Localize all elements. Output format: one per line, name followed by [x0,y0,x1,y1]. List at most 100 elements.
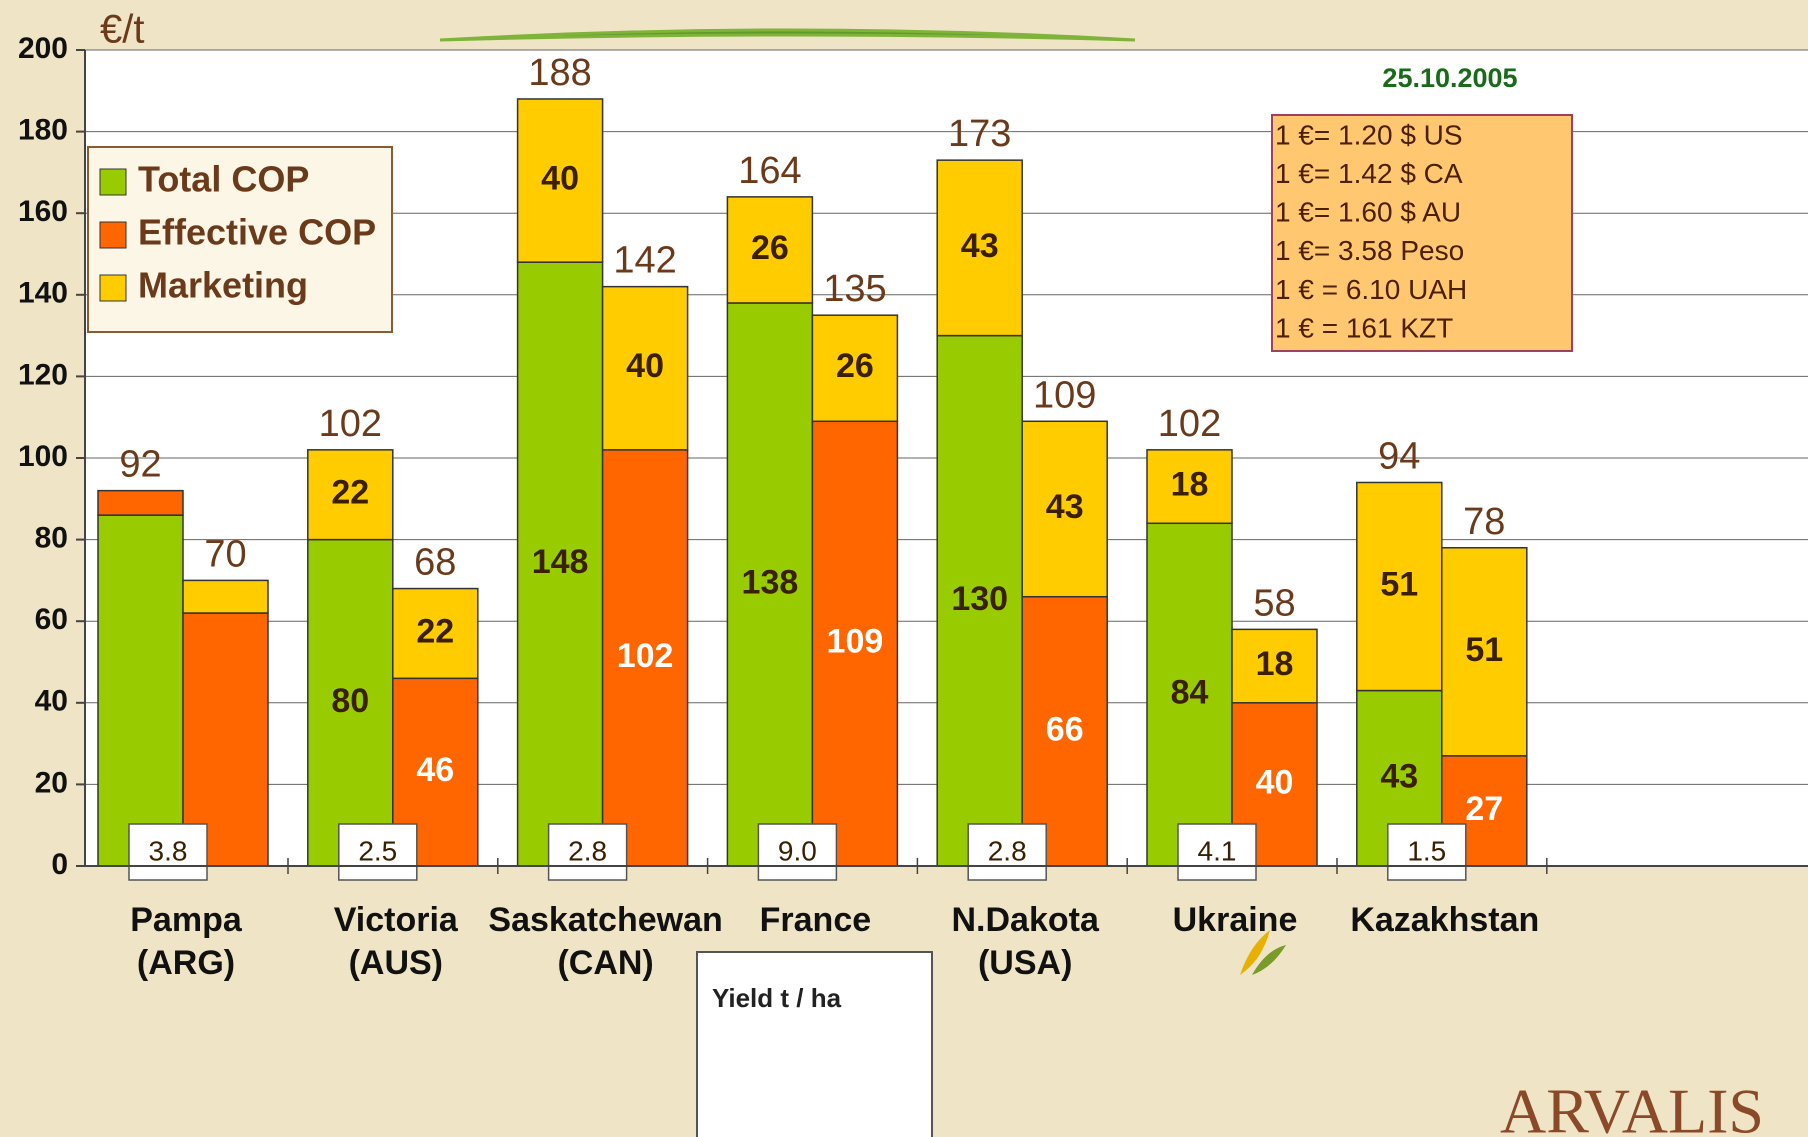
legend [87,146,393,333]
cereal-logo [1240,930,1286,975]
segment-label: 22 [331,474,369,512]
total-label: 68 [414,542,456,584]
y-tick-label: 120 [18,358,68,391]
total-label: 70 [204,533,246,575]
yield-label: 9.0 [778,835,817,866]
segment-label: 18 [1256,645,1294,683]
y-tick-label: 20 [35,766,68,799]
total-label: 142 [613,240,676,282]
yield-label: 4.1 [1198,835,1237,866]
bar-segment [601,285,689,451]
segment-label: 130 [951,580,1008,618]
yield-label: 1.5 [1407,835,1446,866]
bar-segment [1021,420,1108,598]
bar-segment [811,314,899,423]
segment-label: 84 [1171,674,1209,712]
x-tick-label: Saskatchewan [488,901,722,939]
exchange-rates: 1 €= 1.20 $ US 1 €= 1.42 $ CA 1 €= 1.60 $ … [1275,119,1467,343]
total-label: 94 [1378,436,1420,478]
y-axis-label: €/t [100,8,144,52]
legend-swatch [99,168,127,196]
total-label: 164 [738,150,801,192]
segment-label: 22 [416,612,454,650]
exchange-rate: 1 €= 1.20 $ US [1275,119,1463,150]
x-tick-label: (CAN) [557,944,653,982]
bar-segment [936,159,1023,337]
bar-segment [516,261,604,867]
total-label: 58 [1253,582,1295,624]
total-label: 92 [119,444,161,486]
segment-label: 18 [1171,466,1209,504]
bar-segment [1356,481,1443,692]
y-tick-label: 100 [18,440,68,473]
bar-segment [1146,449,1233,525]
segment-label: 109 [827,623,884,661]
segment-label: 26 [751,229,789,267]
x-tick-label: Kazakhstan [1350,901,1539,939]
legend-label: Total COP [138,159,309,200]
legend-label: Effective COP [138,212,376,253]
segment-label: 51 [1465,631,1503,669]
yield-legend: Yield t / ha [712,983,842,1013]
yield-box [1177,823,1257,881]
x-tick-label: Victoria [334,901,459,939]
segment-label: 138 [742,563,799,601]
yield-box [338,823,418,881]
bar-segment [97,489,184,516]
segment-label: 40 [541,160,579,198]
total-label: 173 [948,113,1011,155]
segment-label: 46 [416,751,454,789]
x-tick-label: N.Dakota [952,901,1100,939]
x-tick-label: Ukraine [1173,901,1298,939]
total-label: 78 [1463,501,1505,543]
segment-label: 66 [1046,710,1084,748]
logo-leaf [1252,945,1286,975]
yield-label: 3.8 [149,835,188,866]
bar-segment [1231,628,1318,704]
total-label: 102 [1158,403,1221,445]
bar-segment [307,449,394,541]
exchange-rate: 1 € = 161 KZT [1275,312,1453,343]
bar-segment [601,449,689,867]
yield-legend-box [696,951,933,1137]
segment-label: 148 [532,543,589,581]
yield-box [547,823,628,881]
exchange-rate: 1 € = 6.10 UAH [1275,274,1467,305]
yield-box [967,823,1047,881]
segment-label: 26 [836,347,874,385]
segment-label: 27 [1465,790,1503,828]
y-tick-label: 160 [18,195,68,228]
bar-segment [726,302,814,867]
bar-segment [811,420,899,867]
total-label: 109 [1033,374,1096,416]
x-tick-label: France [760,901,872,939]
bar-segment [936,334,1023,867]
total-label: 102 [319,403,382,445]
segment-label: 51 [1380,566,1418,604]
bars: 92 70 3.8 Pampa (ARG) 80 22 102 46 22 68 2.5 Victori… [97,52,1548,982]
exchange-box [1271,114,1573,352]
bar-segment [1146,522,1233,867]
total-label: 188 [528,52,591,94]
legend-entries: Total COP Effective COP Marketing [99,159,376,306]
legend-swatch [99,274,127,302]
x-tick-label: (USA) [978,944,1072,982]
logo-text: ARVALIS [1500,1076,1764,1137]
x-tick-label: (ARG) [137,944,235,982]
bar-segment [392,587,479,680]
legend-swatch [99,221,127,249]
y-tick-label: 200 [18,32,68,65]
exchange-rate: 1 €= 1.42 $ CA [1275,158,1463,189]
bar-segment [1441,547,1528,757]
y-tick-label: 0 [51,848,68,881]
date: 25.10.2005 [1382,63,1517,93]
segment-label: 80 [331,682,369,720]
x-tick-label: (AUS) [349,944,443,982]
yield-label: 2.5 [358,835,397,866]
bar-segment [97,514,184,867]
bar-segment [726,196,814,304]
y-tick-label: 40 [35,685,68,718]
yield-label: 2.8 [568,835,607,866]
